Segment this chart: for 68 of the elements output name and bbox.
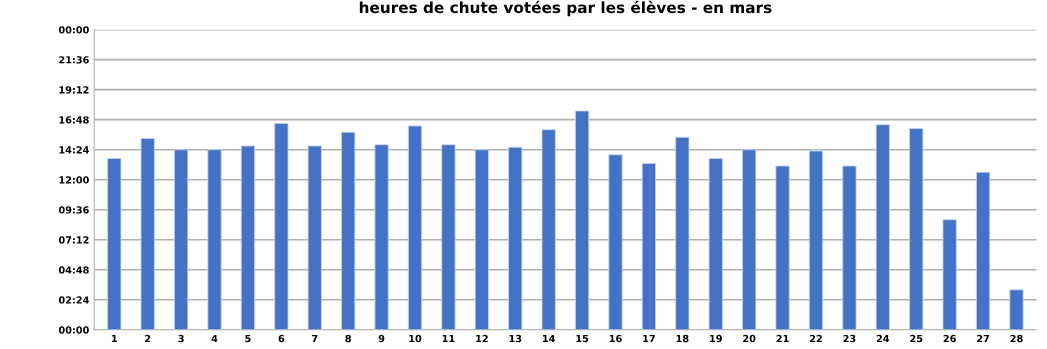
bar [307,145,322,330]
y-tick-label: 19:12 [59,86,89,94]
bar [574,110,590,330]
x-tick-label: 1 [111,334,117,343]
x-tick-label: 4 [211,334,218,343]
bar [675,136,690,330]
bar [441,144,456,330]
x-tick-label: 15 [576,334,589,343]
bar [341,131,356,330]
x-tick-label: 6 [278,334,285,343]
x-tick-label: 24 [876,334,890,343]
x-tick-label: 19 [710,334,722,343]
bar [140,138,155,330]
y-tick-label: 21:36 [59,56,89,64]
y-tick-label: 02:24 [58,296,89,304]
bar [508,146,523,330]
y-tick-label: 07:12 [58,236,89,244]
x-tick-label: 10 [409,334,422,343]
x-tick-label: 11 [442,334,455,343]
bar [207,149,222,330]
bar [808,150,824,330]
y-tick-label: 14:24 [59,146,89,154]
x-tick-label: 12 [476,334,488,343]
x-tick-label: 26 [943,334,956,343]
y-tick-label: 04:48 [58,266,89,274]
bar [608,154,623,330]
x-tick-label: 3 [178,334,184,343]
x-tick-label: 7 [312,334,318,343]
x-tick-label: 27 [977,334,990,343]
bar [1009,289,1024,330]
bar [541,129,556,330]
bar [775,165,790,330]
bar [742,149,757,330]
bar [641,163,657,330]
x-tick-label: 13 [509,334,522,343]
bar [407,125,423,330]
y-tick-label: 00:00 [58,326,89,334]
bar [842,165,857,330]
x-tick-label: 20 [743,334,756,343]
x-tick-label: 21 [776,334,789,343]
x-tick-label: 17 [643,334,655,343]
x-tick-label: 2 [145,334,151,343]
y-tick-label: 09:36 [58,206,89,214]
bar [875,124,890,330]
bar [274,123,289,330]
x-tick-label: 22 [810,334,822,343]
x-tick-label: 28 [1010,334,1023,343]
chart-title: heures de chute votées par les élèves - en mars [359,0,772,17]
x-tick-label: 25 [910,334,923,343]
bar [107,158,122,330]
x-tick-label: 18 [676,334,689,343]
x-tick-label: 5 [245,334,251,343]
bar [708,158,723,330]
x-tick-label: 14 [543,334,555,343]
bar [174,149,189,330]
bar [942,219,957,330]
y-tick-label: 16:48 [59,116,89,124]
x-tick-label: 16 [609,334,622,343]
y-tick-label: 12:00 [59,176,89,184]
bar [975,171,991,330]
bar [374,144,389,330]
x-tick-label: 8 [345,334,351,343]
x-tick-label: 9 [378,334,385,343]
bar [909,128,924,330]
x-tick-label: 23 [843,334,856,343]
bar [240,145,256,330]
bar [474,149,489,330]
y-tick-label: 00:00 [58,26,89,34]
